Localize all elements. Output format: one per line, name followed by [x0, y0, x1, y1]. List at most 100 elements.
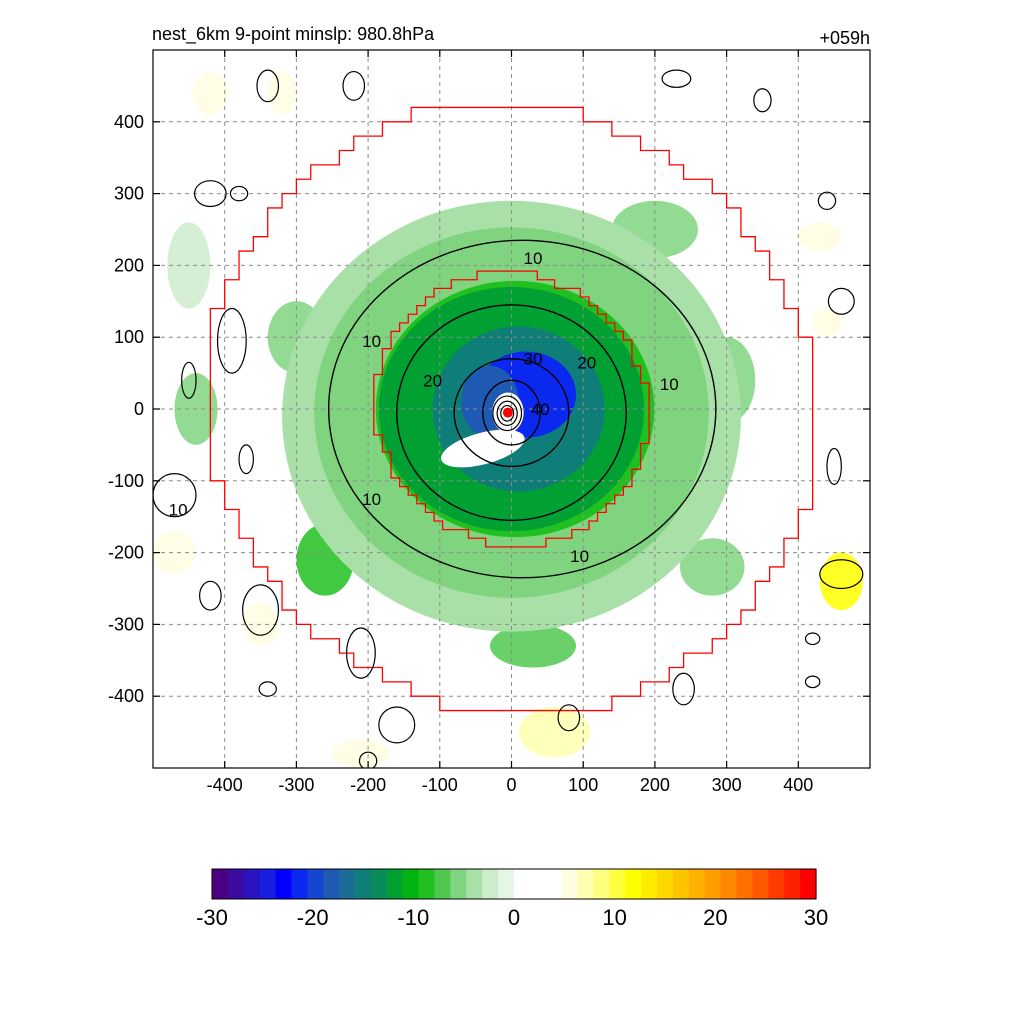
contour-blob-17	[827, 287, 855, 315]
colorbar: -30 -20 -10 0 10 20 30	[196, 868, 828, 930]
contour-label-0: 10	[524, 249, 543, 268]
contour-label-4: 10	[570, 547, 589, 566]
outer-nest-boundary	[209, 106, 814, 712]
colorbar-bin-12	[402, 869, 420, 899]
contour-40	[482, 379, 541, 446]
contour-blob-21	[804, 675, 821, 689]
colorbar-tick-label-3: 0	[508, 905, 520, 930]
x-tick-label-3: -100	[422, 775, 458, 795]
x-tick-label-7: 300	[712, 775, 742, 795]
axis-ticks: -400 -300 -200 -100 0 100 200 300 400 -400 -300 -20…	[108, 50, 870, 795]
colorbar-bin-3	[259, 869, 277, 899]
colorbar-bin-2	[243, 869, 261, 899]
inner-nest-boundary	[373, 270, 650, 548]
field-patch-5	[153, 531, 197, 575]
y-tick-label-8: 400	[114, 112, 144, 132]
contour-blob-12	[378, 706, 416, 744]
y-tick-label-3: -100	[108, 471, 144, 491]
wind-contours	[153, 69, 864, 768]
contour-blob-4	[216, 307, 247, 374]
chart-title: nest_6km 9-point minslp: 980.8hPa	[152, 24, 435, 45]
x-tick-label-6: 200	[640, 775, 670, 795]
colorbar-bin-34	[752, 869, 769, 899]
colorbar-bin-11	[386, 869, 404, 899]
contour-blob-2	[193, 180, 227, 208]
y-tick-label-6: 200	[114, 255, 144, 275]
contour-label-9: 40	[531, 400, 550, 419]
colorbar-tick-label-0: -30	[196, 905, 228, 930]
field-patch-8	[794, 631, 831, 675]
x-tick-label-5: 100	[568, 775, 598, 795]
field-patch-1	[192, 71, 229, 115]
colorbar-bin-19	[514, 869, 531, 899]
colorbar-bin-7	[323, 869, 340, 899]
contour-blob-19	[819, 559, 864, 590]
contour-blob-22	[753, 88, 772, 113]
x-tick-label-8: 400	[783, 775, 813, 795]
nest-boundaries	[209, 106, 814, 712]
x-tick-label-1: -300	[278, 775, 314, 795]
contour-eye-2	[500, 404, 515, 422]
y-tick-label-0: -400	[108, 686, 144, 706]
colorbar-bin-10	[370, 869, 388, 899]
contour-10	[327, 239, 717, 579]
contour-label-2: 10	[660, 375, 679, 394]
colorbar-bin-23	[577, 869, 595, 899]
colorbar-bin-24	[593, 869, 610, 899]
colorbar-bin-6	[307, 869, 324, 899]
y-tick-label-1: -300	[108, 614, 144, 634]
colorbar-bin-0	[212, 869, 229, 899]
contour-30	[453, 358, 570, 468]
contour-label-3: 10	[362, 490, 381, 509]
contour-label-5: 10	[169, 501, 188, 520]
colorbar-bin-31	[704, 869, 722, 899]
colorbar-bin-8	[339, 869, 356, 899]
contour-blob-13	[358, 751, 378, 768]
contour-label-6: 20	[423, 371, 442, 390]
colorbar-bin-25	[609, 869, 626, 899]
contour-blob-23	[661, 69, 692, 88]
colorbar-bin-37	[800, 869, 817, 899]
colorbar-tick-label-4: 10	[602, 905, 626, 930]
contour-blob-5	[181, 361, 197, 399]
colorbar-bin-5	[291, 869, 308, 899]
contour-20	[396, 304, 627, 521]
colorbar-bin-1	[227, 869, 245, 899]
field-eye-band	[441, 429, 525, 468]
contour-blob-20	[804, 632, 821, 646]
colorbar-bin-21	[545, 869, 563, 899]
contour-label-7: 20	[577, 353, 596, 372]
y-tick-label-2: -200	[108, 543, 144, 563]
contour-blob-10	[345, 627, 376, 679]
colorbar-frame	[211, 868, 817, 900]
field-patch-2	[267, 71, 297, 115]
colorbar-tick-label-5: 20	[703, 905, 727, 930]
contour-blob-9	[242, 584, 280, 636]
y-tick-label-7: 300	[114, 184, 144, 204]
field-patch-11	[332, 739, 390, 768]
y-tick-label-4: 0	[134, 399, 144, 419]
colorbar-bin-22	[561, 869, 579, 899]
contour-blob-3	[229, 185, 249, 202]
colorbar-bin-18	[498, 869, 515, 899]
x-tick-label-0: -400	[207, 775, 243, 795]
colorbar-bin-35	[768, 869, 785, 899]
colorbar-tick-label-2: -10	[397, 905, 429, 930]
colorbar-bin-32	[720, 869, 738, 899]
contour-blob-16	[817, 191, 837, 210]
contour-eye-0	[492, 395, 523, 432]
contour-label-8: 30	[524, 350, 543, 369]
y-tick-label-5: 100	[114, 327, 144, 347]
colorbar-bin-28	[657, 869, 674, 899]
colorbar-bin-15	[450, 869, 467, 899]
colorbar-bin-26	[625, 869, 642, 899]
contour-blob-11	[258, 681, 277, 697]
colorbar-bin-17	[482, 869, 499, 899]
colorbar-tick-label-1: -20	[297, 905, 329, 930]
colorbar-bin-9	[355, 869, 372, 899]
forecast-hour-label: +059h	[819, 28, 870, 48]
colorbar-bin-30	[688, 869, 706, 899]
contour-blob-7	[153, 473, 197, 518]
x-tick-label-2: -200	[350, 775, 386, 795]
